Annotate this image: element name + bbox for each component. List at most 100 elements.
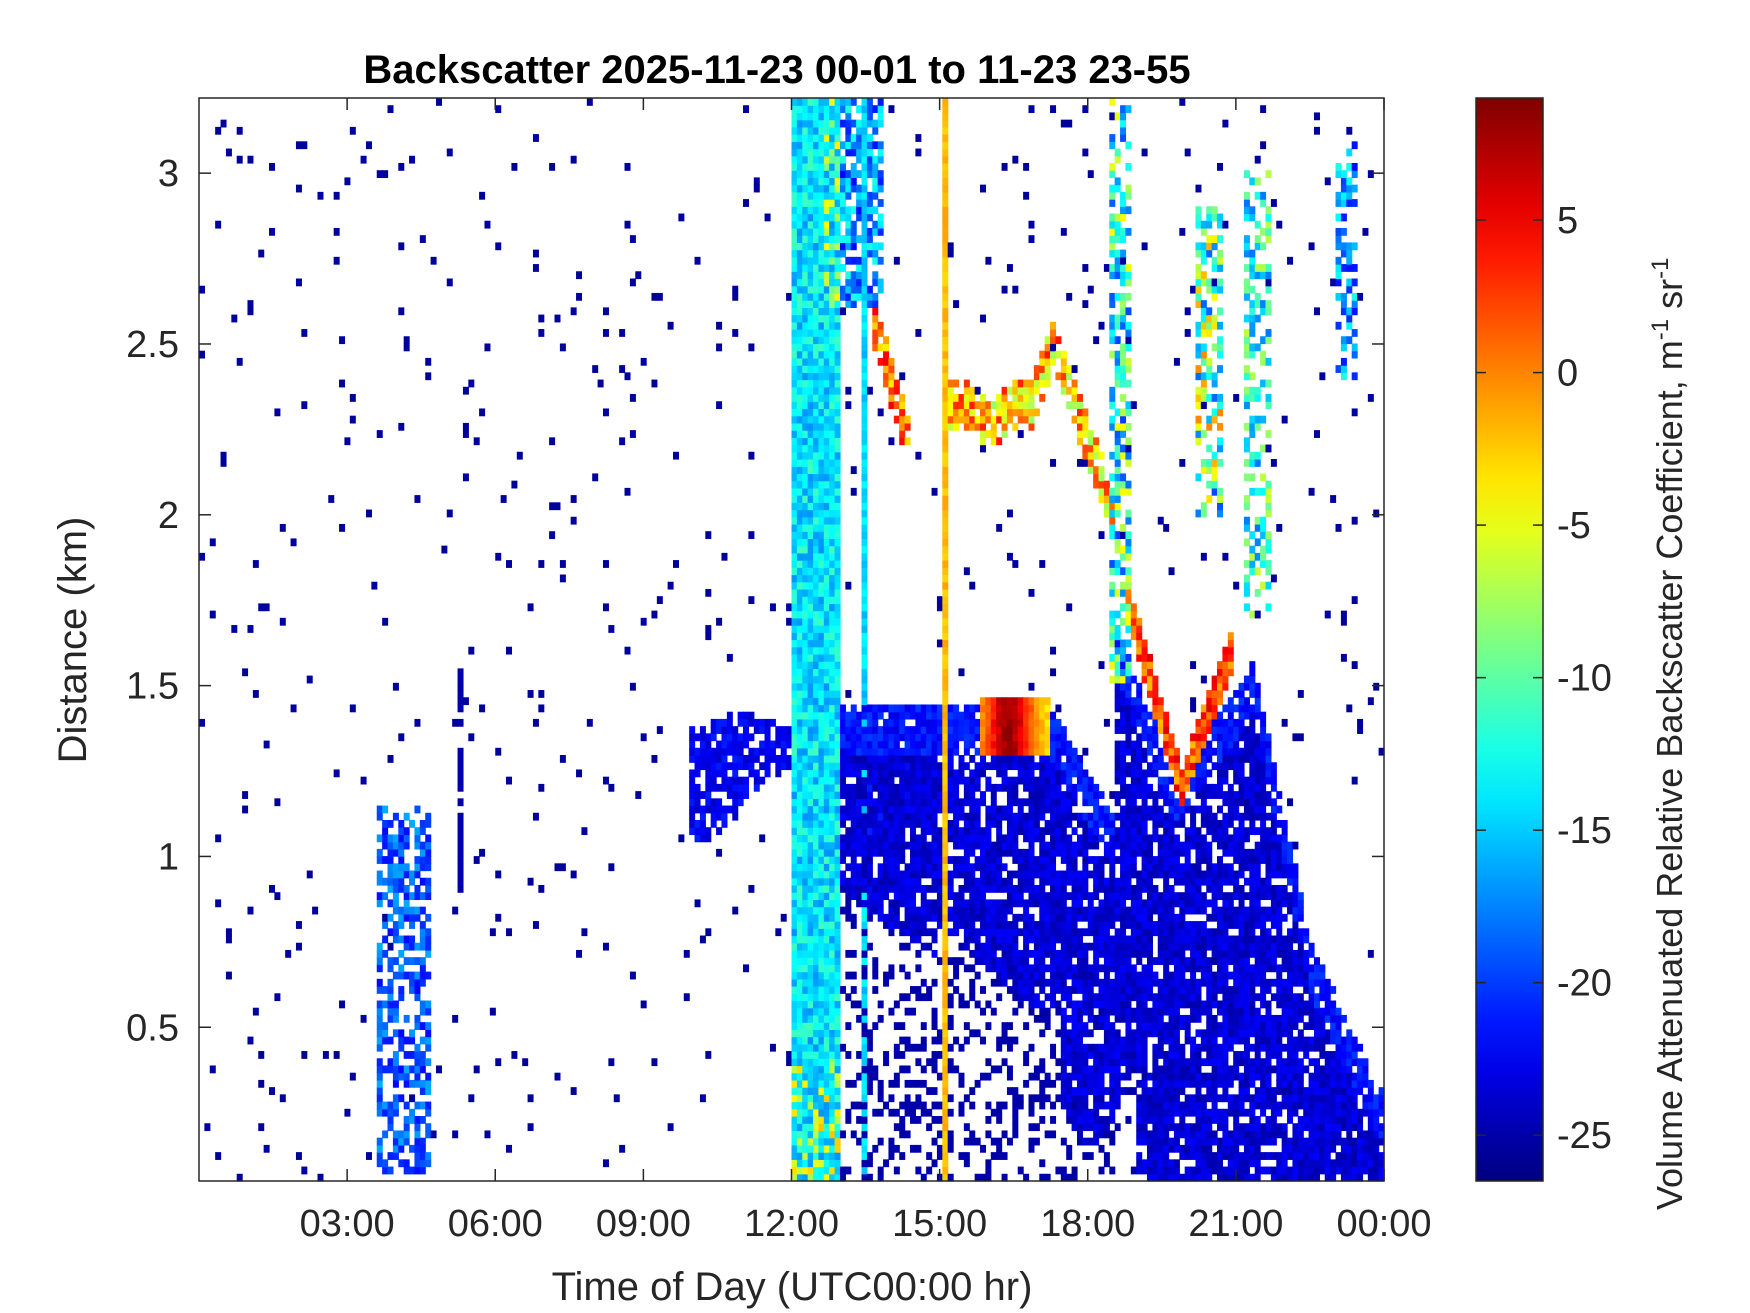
heatmap-cell — [834, 112, 841, 121]
heatmap-cell — [1109, 329, 1116, 337]
heatmap-cell — [775, 928, 782, 937]
heatmap-cell — [274, 798, 281, 807]
heatmap-cell — [866, 112, 873, 121]
heatmap-cell — [872, 957, 879, 965]
heatmap-cell — [942, 242, 949, 251]
heatmap-cell — [527, 1123, 534, 1132]
heatmap-cell — [823, 459, 830, 467]
heatmap-cell — [1023, 884, 1030, 893]
heatmap-cell — [1066, 993, 1073, 1002]
heatmap-cell — [1093, 1087, 1100, 1095]
heatmap-cell — [829, 639, 836, 648]
heatmap-cell — [1093, 1108, 1100, 1117]
heatmap-cell — [829, 1079, 836, 1088]
heatmap-cell — [802, 365, 809, 373]
heatmap-cell — [969, 870, 976, 879]
heatmap-cell — [969, 394, 976, 402]
heatmap-cell — [1023, 1022, 1030, 1030]
heatmap-cell — [985, 834, 992, 843]
heatmap-cell — [1023, 394, 1030, 402]
heatmap-cell — [899, 1101, 906, 1110]
heatmap-cell — [834, 805, 841, 814]
heatmap-cell — [839, 856, 846, 864]
heatmap-cell — [1109, 249, 1116, 258]
heatmap-cell — [349, 415, 356, 424]
heatmap-cell — [910, 841, 916, 850]
heatmap-cell — [409, 1051, 416, 1059]
heatmap-cell — [839, 884, 846, 893]
heatmap-cell — [1012, 899, 1019, 908]
heatmap-cell — [834, 473, 841, 482]
heatmap-cell — [920, 718, 927, 727]
heatmap-cell — [290, 538, 297, 547]
heatmap-cell — [829, 668, 836, 677]
heatmap-cell — [689, 740, 696, 749]
heatmap-cell — [813, 820, 820, 828]
heatmap-cell — [1044, 1094, 1051, 1103]
heatmap-cell — [974, 1079, 981, 1088]
heatmap-cell — [990, 704, 997, 713]
heatmap-cell — [236, 1173, 243, 1182]
heatmap-cell — [1066, 798, 1073, 807]
heatmap-cell — [1001, 422, 1008, 431]
heatmap-cell — [818, 105, 825, 114]
heatmap-cell — [802, 227, 809, 236]
heatmap-cell — [904, 437, 911, 446]
heatmap-cell — [1050, 978, 1057, 987]
heatmap-cell — [818, 545, 825, 554]
heatmap-cell — [743, 762, 750, 771]
heatmap-cell — [382, 856, 389, 864]
heatmap-cell — [834, 798, 841, 807]
heatmap-cell — [947, 1022, 954, 1030]
heatmap-cell — [802, 783, 809, 792]
heatmap-cell — [457, 675, 464, 684]
heatmap-cell — [1039, 762, 1046, 771]
heatmap-cell — [823, 560, 830, 568]
heatmap-cell — [748, 733, 755, 742]
heatmap-cell — [349, 1072, 356, 1081]
heatmap-cell — [931, 834, 938, 843]
heatmap-cell — [813, 653, 820, 662]
heatmap-cell — [888, 791, 895, 799]
heatmap-cell — [802, 1173, 809, 1182]
heatmap-cell — [689, 733, 696, 742]
heatmap-cell — [732, 812, 739, 821]
heatmap-cell — [791, 105, 798, 114]
heatmap-cell — [818, 531, 825, 540]
heatmap-cell — [1044, 726, 1051, 734]
heatmap-cell — [807, 747, 814, 756]
heatmap-cell — [419, 848, 426, 857]
heatmap-cell — [866, 805, 873, 814]
heatmap-cell — [538, 783, 545, 792]
heatmap-cell — [866, 711, 873, 720]
heatmap-cell — [1050, 906, 1057, 915]
heatmap-cell — [1033, 408, 1040, 417]
heatmap-cell — [1109, 523, 1116, 532]
heatmap-cell — [802, 437, 809, 446]
heatmap-cell — [376, 942, 383, 951]
heatmap-cell — [414, 1079, 421, 1088]
heatmap-cell — [942, 473, 949, 482]
heatmap-cell — [376, 1036, 383, 1045]
heatmap-cell — [839, 235, 846, 243]
heatmap-cell — [1103, 487, 1110, 496]
heatmap-cell — [850, 740, 857, 749]
heatmap-cell — [802, 921, 809, 929]
heatmap-cell — [990, 401, 997, 410]
heatmap-cell — [1055, 971, 1062, 980]
heatmap-cell — [457, 762, 464, 771]
heatmap-cell — [403, 913, 410, 922]
heatmap-cell — [893, 1000, 900, 1009]
heatmap-cell — [1033, 776, 1040, 785]
heatmap-cell — [915, 329, 922, 337]
heatmap-cell — [726, 776, 733, 785]
heatmap-cell — [333, 191, 340, 200]
heatmap-cell — [969, 913, 976, 922]
heatmap-cell — [877, 227, 884, 236]
heatmap-cell — [802, 545, 809, 554]
heatmap-cell — [818, 451, 825, 460]
heatmap-cell — [834, 415, 841, 424]
heatmap-cell — [861, 220, 868, 229]
heatmap-cell — [834, 437, 841, 446]
heatmap-cell — [915, 812, 922, 821]
